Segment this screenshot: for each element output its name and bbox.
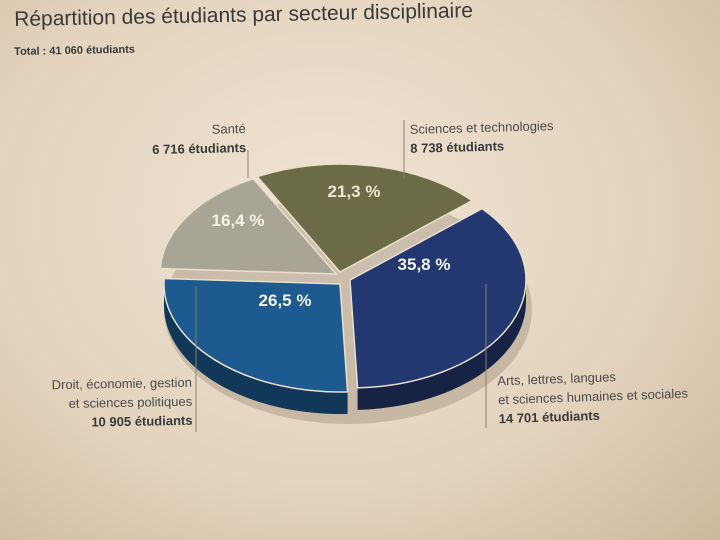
pct-label-droit: 26,5 % xyxy=(259,291,312,310)
callout-arts: Arts, lettres, langues et sciences humai… xyxy=(497,365,689,429)
pct-label-sciences: 21,3 % xyxy=(328,182,381,201)
callout-sante-count: 6 716 étudiants xyxy=(152,140,247,157)
callout-sciences: Sciences et technologies 8 738 étudiants xyxy=(410,116,555,158)
pct-label-sante: 16,4 % xyxy=(212,211,265,230)
pct-label-arts: 35,8 % xyxy=(398,255,451,274)
callout-sciences-count: 8 738 étudiants xyxy=(410,138,505,156)
pie-side-arts xyxy=(357,280,526,410)
callout-droit: Droit, économie, gestion et sciences pol… xyxy=(51,373,192,432)
pie-side-droit xyxy=(164,284,348,414)
pie-slice-sante xyxy=(159,177,338,275)
pie-slice-arts xyxy=(349,207,527,389)
pie-slice-droit xyxy=(163,277,349,393)
callout-sante-label: Santé xyxy=(211,121,246,137)
callout-droit-label-2: et sciences politiques xyxy=(68,393,193,411)
pie-slice-sciences xyxy=(255,163,474,273)
callout-droit-label-1: Droit, économie, gestion xyxy=(51,374,192,393)
callout-droit-count: 10 905 étudiants xyxy=(91,412,193,430)
callout-sciences-label: Sciences et technologies xyxy=(409,118,554,137)
callout-sante: Santé 6 716 étudiants xyxy=(152,119,247,159)
